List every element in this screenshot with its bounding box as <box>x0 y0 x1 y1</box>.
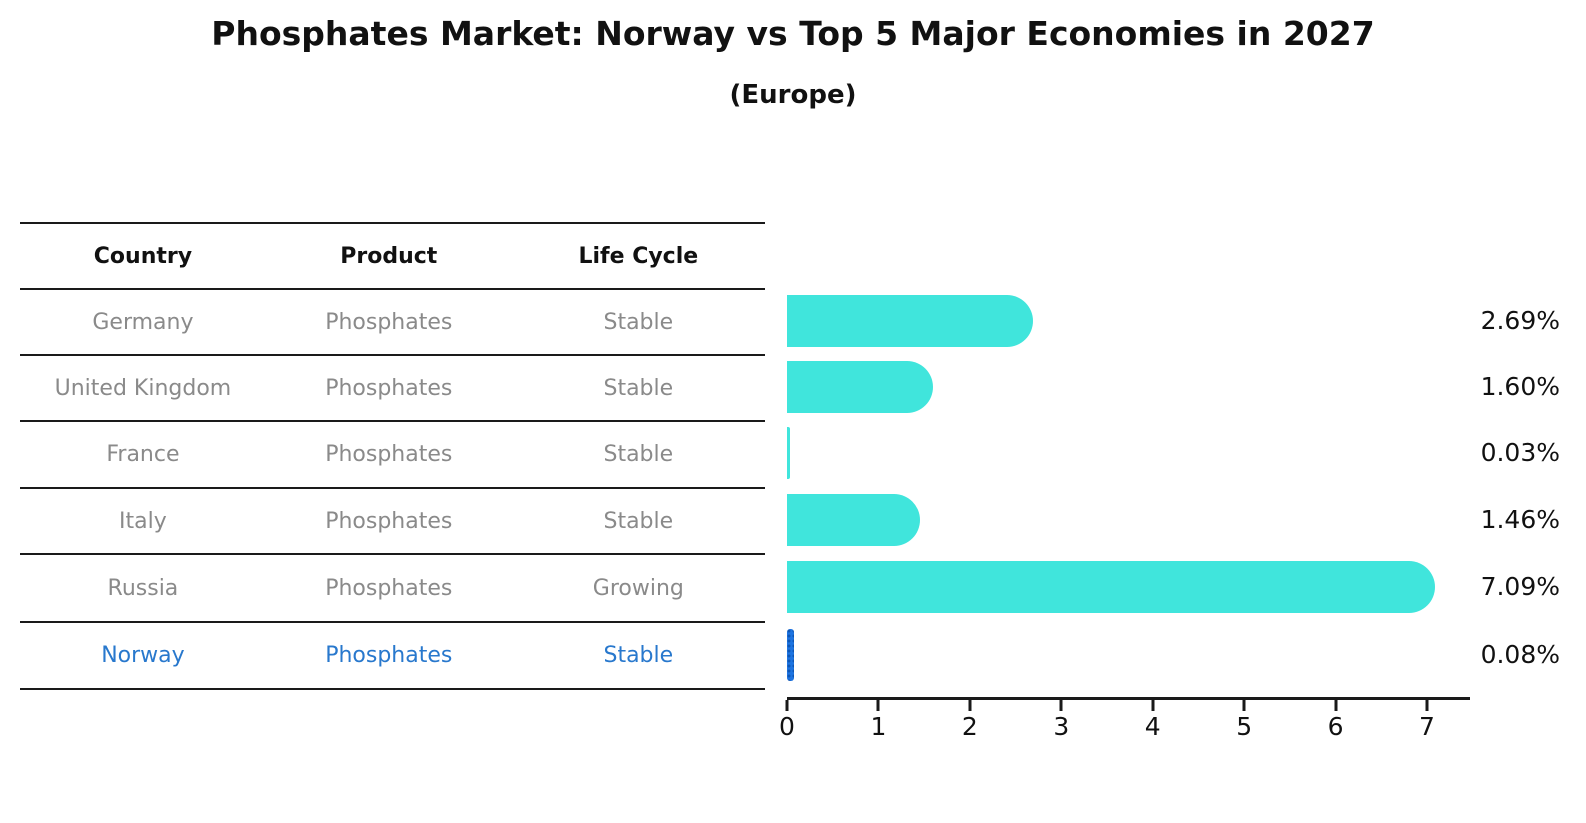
x-tick-mark <box>1242 700 1246 711</box>
x-tick-mark <box>1425 700 1429 711</box>
table-row: Germany Phosphates Stable <box>20 288 765 354</box>
table-row: Russia Phosphates Growing <box>20 553 765 621</box>
column-header-product: Product <box>340 243 438 269</box>
x-tick-mark <box>968 700 972 711</box>
country-table: Country Product Life Cycle Germany Phosp… <box>20 222 765 690</box>
product-cell: Phosphates <box>325 309 453 335</box>
x-tick-label: 3 <box>1053 712 1070 741</box>
bar-italy <box>787 494 921 546</box>
column-header-country: Country <box>93 243 193 269</box>
product-cell: Phosphates <box>325 508 453 534</box>
x-tick-mark <box>785 700 789 711</box>
country-cell: France <box>106 442 180 467</box>
value-label-france: 0.03% <box>1480 438 1560 467</box>
x-tick-label: 0 <box>779 712 795 741</box>
life-cycle-cell: Stable <box>603 643 674 668</box>
bar-germany <box>787 295 1033 347</box>
table-header-row: Country Product Life Cycle <box>20 222 765 288</box>
bar-united-kingdom <box>787 361 934 413</box>
life-cycle-cell: Stable <box>603 508 674 534</box>
chart-title: Phosphates Market: Norway vs Top 5 Major… <box>211 14 1375 53</box>
value-label-united-kingdom: 1.60% <box>1480 372 1560 401</box>
value-label-russia: 7.09% <box>1480 572 1560 601</box>
table-row: Italy Phosphates Stable <box>20 487 765 553</box>
chart-subtitle: (Europe) <box>729 80 857 110</box>
x-tick-label: 5 <box>1236 712 1253 741</box>
country-cell: Germany <box>92 309 194 335</box>
x-tick-label: 2 <box>961 712 978 741</box>
x-tick-label: 4 <box>1144 712 1161 741</box>
table-row-norway: Norway Phosphates Stable <box>20 621 765 690</box>
bar-france <box>787 427 790 479</box>
x-tick-mark <box>876 700 880 711</box>
life-cycle-cell: Growing <box>592 575 684 601</box>
life-cycle-cell: Stable <box>603 442 674 467</box>
country-cell: Norway <box>101 643 185 668</box>
table-row: United Kingdom Phosphates Stable <box>20 354 765 420</box>
country-cell: Italy <box>119 508 167 534</box>
x-tick-label: 6 <box>1327 712 1344 741</box>
x-axis-line <box>787 697 1470 700</box>
x-tick-mark <box>1059 700 1063 711</box>
country-cell: United Kingdom <box>54 375 232 401</box>
life-cycle-cell: Stable <box>603 375 674 401</box>
product-cell: Phosphates <box>325 442 453 467</box>
x-tick-label: 7 <box>1419 712 1435 741</box>
table-row: France Phosphates Stable <box>20 420 765 487</box>
product-cell: Phosphates <box>325 643 453 668</box>
column-header-life-cycle: Life Cycle <box>578 243 699 269</box>
value-label-norway: 0.08% <box>1480 640 1560 669</box>
x-tick-mark <box>1151 700 1155 711</box>
value-label-italy: 1.46% <box>1480 505 1560 534</box>
product-cell: Phosphates <box>325 575 453 601</box>
bar-norway <box>787 629 795 681</box>
bar-russia <box>787 561 1436 613</box>
x-tick-label: 1 <box>870 712 887 741</box>
product-cell: Phosphates <box>325 375 453 401</box>
x-tick-mark <box>1334 700 1338 711</box>
value-label-germany: 2.69% <box>1480 306 1560 335</box>
life-cycle-cell: Stable <box>603 309 674 335</box>
country-cell: Russia <box>107 575 179 601</box>
